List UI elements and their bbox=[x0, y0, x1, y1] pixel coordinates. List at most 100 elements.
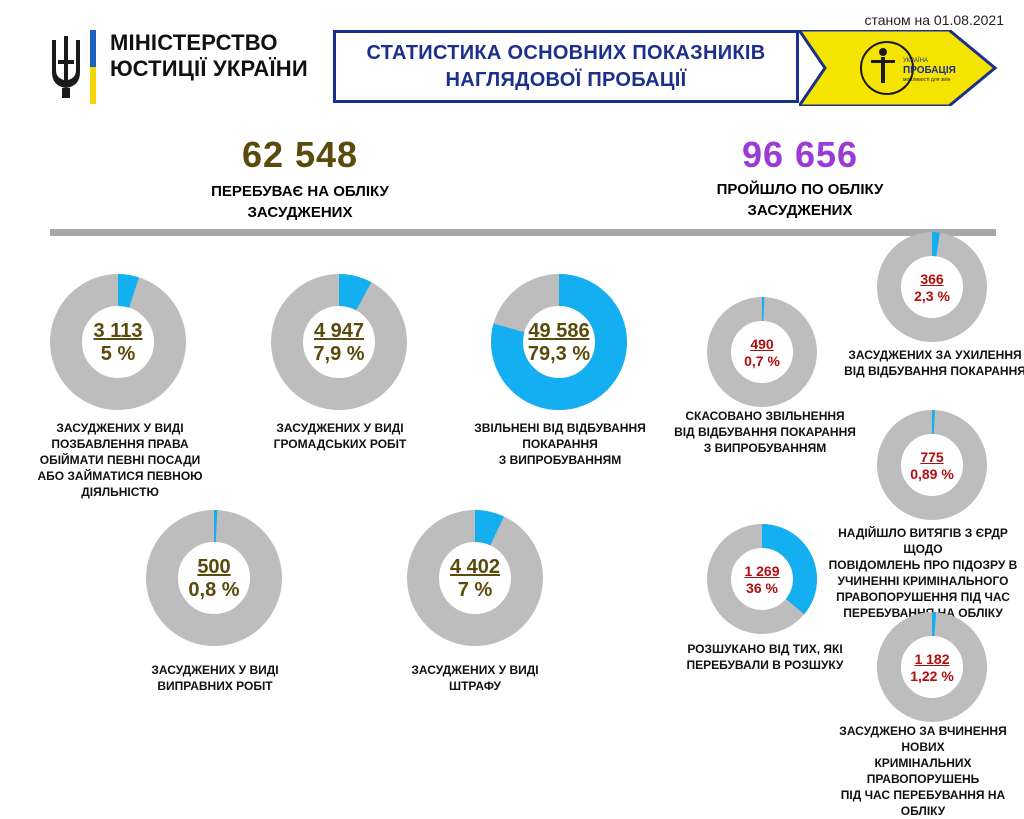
donut-value: 1 269 bbox=[744, 563, 780, 579]
caption-line: ПОВІДОМЛЕНЬ ПРО ПІДОЗРУ В bbox=[828, 558, 1018, 572]
donut-percent: 7 % bbox=[457, 579, 493, 601]
donut-percent: 7,9 % bbox=[313, 343, 365, 365]
donut-chart-8: 775 0,89 % bbox=[876, 409, 988, 521]
caption-line: ШТРАФУ bbox=[449, 679, 501, 693]
caption-line: ЗАСУДЖЕНИХ У ВИДІ bbox=[56, 421, 184, 435]
donut-chart-1: 3 113 5 % bbox=[49, 273, 187, 411]
donut-value: 4 947 bbox=[313, 320, 365, 342]
donut-segment bbox=[271, 274, 407, 410]
caption-line: ЗВІЛЬНЕНІ ВІД ВІДБУВАННЯ bbox=[474, 421, 646, 435]
donut-caption: ЗАСУДЖЕНО ЗА ВЧИНЕННЯ НОВИХ КРИМІНАЛЬНИХ … bbox=[822, 723, 1024, 819]
donut-segment bbox=[707, 524, 817, 634]
donut-segment bbox=[877, 232, 987, 342]
ministry-line-2: ЮСТИЦІЇ УКРАЇНИ bbox=[110, 56, 308, 81]
donut-chart-4: 500 0,8 % bbox=[145, 509, 283, 647]
donut-caption: ЗАСУДЖЕНИХ У ВИДІ ПОЗБАВЛЕННЯ ПРАВА ОБІЙМА… bbox=[20, 420, 220, 500]
caption-line: ВИПРАВНИХ РОБІТ bbox=[157, 679, 273, 693]
donut-percent: 36 % bbox=[746, 580, 778, 596]
donut-chart-10: 1 182 1,22 % bbox=[876, 611, 988, 723]
donut-caption: ЗАСУДЖЕНИХ ЗА УХИЛЕННЯ ВІД ВІДБУВАННЯ ПОК… bbox=[840, 347, 1024, 379]
caption-line: ЗАСУДЖЕНО ЗА ВЧИНЕННЯ НОВИХ bbox=[839, 724, 1007, 754]
caption-line: ЗАСУДЖЕНИХ У ВИДІ bbox=[151, 663, 279, 677]
caption-line: ПОКАРАННЯ bbox=[522, 437, 598, 451]
caption-line: ПЕРЕБУВАЛИ В РОЗШУКУ bbox=[686, 658, 844, 672]
donut-chart-3: 49 586 79,3 % bbox=[490, 273, 628, 411]
registered-label: ПЕРЕБУВАЄ НА ОБЛІКУ ЗАСУДЖЕНИХ bbox=[180, 181, 420, 223]
donut-percent: 0,8 % bbox=[188, 579, 240, 601]
donut-segment bbox=[50, 274, 186, 410]
caption-line: ПРАВОПОРУШЕННЯ ПІД ЧАС bbox=[836, 590, 1010, 604]
donut-track bbox=[707, 297, 817, 407]
caption-line: СКАСОВАНО ЗВІЛЬНЕННЯ bbox=[685, 409, 845, 423]
passed-label-2: ЗАСУДЖЕНИХ bbox=[747, 202, 853, 219]
donut-segment bbox=[877, 612, 987, 722]
registered-label-2: ЗАСУДЖЕНИХ bbox=[247, 204, 353, 221]
donut-segment bbox=[707, 297, 817, 407]
caption-line: ЗАСУДЖЕНИХ ЗА УХИЛЕННЯ bbox=[848, 348, 1022, 362]
caption-line: ПІД ЧАС ПЕРЕБУВАННЯ НА ОБЛІКУ bbox=[840, 788, 1006, 818]
caption-line: НАДІЙШЛО ВИТЯГІВ З ЄРДР ЩОДО bbox=[838, 526, 1008, 556]
donut-caption: РОЗШУКАНО ВІД ТИХ, ЯКІ ПЕРЕБУВАЛИ В РОЗШУ… bbox=[670, 641, 860, 673]
caption-line: КРИМІНАЛЬНИХ ПРАВОПОРУШЕНЬ bbox=[866, 756, 980, 786]
passed-total: 96 656 bbox=[741, 134, 859, 175]
donut-chart-7: 366 2,3 % bbox=[876, 231, 988, 343]
passed-label-1: ПРОЙШЛО ПО ОБЛІКУ bbox=[716, 181, 884, 198]
donut-percent: 2,3 % bbox=[914, 288, 950, 304]
donut-percent: 0,89 % bbox=[910, 466, 954, 482]
donut-chart-9: 1 269 36 % bbox=[706, 523, 818, 635]
donut-caption: НАДІЙШЛО ВИТЯГІВ З ЄРДР ЩОДО ПОВІДОМЛЕНЬ … bbox=[822, 525, 1024, 621]
donut-percent: 0,7 % bbox=[744, 353, 780, 369]
registered-label-1: ПЕРЕБУВАЄ НА ОБЛІКУ bbox=[211, 183, 389, 200]
caption-line: ЗАСУДЖЕНИХ У ВИДІ bbox=[411, 663, 539, 677]
title-line-1: СТАТИСТИКА ОСНОВНИХ ПОКАЗНИКІВ bbox=[366, 41, 766, 64]
donut-segment bbox=[491, 274, 627, 410]
donut-value: 3 113 bbox=[93, 320, 143, 342]
caption-line: ВІД ВІДБУВАННЯ ПОКАРАННЯ bbox=[844, 364, 1024, 378]
caption-line: З ВИПРОБУВАННЯМ bbox=[703, 441, 827, 455]
donut-caption: ЗАСУДЖЕНИХ У ВИДІ ШТРАФУ bbox=[380, 662, 570, 694]
caption-line: ПОЗБАВЛЕННЯ ПРАВА bbox=[51, 437, 189, 451]
donut-segment bbox=[407, 510, 543, 646]
donut-segment bbox=[146, 510, 282, 646]
caption-line: РОЗШУКАНО ВІД ТИХ, ЯКІ bbox=[687, 642, 843, 656]
person-icon bbox=[871, 48, 895, 83]
donut-track bbox=[877, 232, 987, 342]
logo-text-3: можливості для змін bbox=[903, 77, 951, 83]
donut-caption: ЗВІЛЬНЕНІ ВІД ВІДБУВАННЯ ПОКАРАННЯ З ВИПРО… bbox=[460, 420, 660, 468]
donut-value: 4 402 bbox=[449, 556, 501, 578]
donut-value: 500 bbox=[197, 556, 231, 578]
donut-caption: ЗАСУДЖЕНИХ У ВИДІ ВИПРАВНИХ РОБІТ bbox=[110, 662, 320, 694]
donut-track bbox=[877, 410, 987, 520]
caption-line: ОБІЙМАТИ ПЕВНІ ПОСАДИ bbox=[39, 453, 201, 467]
probation-logo-arrow: УКРАЇНА ПРОБАЦІЯ можливості для змін bbox=[796, 28, 999, 111]
caption-line: ВІД ВІДБУВАННЯ ПОКАРАННЯ bbox=[674, 425, 856, 439]
section-divider bbox=[50, 229, 996, 236]
donut-segment bbox=[877, 410, 987, 520]
page-title: СТАТИСТИКА ОСНОВНИХ ПОКАЗНИКІВ НАГЛЯДОВО… bbox=[333, 30, 799, 103]
caption-line: З ВИПРОБУВАННЯМ bbox=[498, 453, 622, 467]
report-date: станом на 01.08.2021 bbox=[864, 12, 1004, 28]
donut-chart-2: 4 947 7,9 % bbox=[270, 273, 408, 411]
donut-caption: СКАСОВАНО ЗВІЛЬНЕННЯ ВІД ВІДБУВАННЯ ПОКАР… bbox=[670, 408, 860, 456]
passed-label: ПРОЙШЛО ПО ОБЛІКУ ЗАСУДЖЕНИХ bbox=[680, 179, 920, 221]
donut-value: 775 bbox=[920, 449, 944, 465]
donut-track bbox=[877, 612, 987, 722]
donut-value: 1 182 bbox=[914, 651, 950, 667]
caption-line: ЗАСУДЖЕНИХ У ВИДІ bbox=[276, 421, 404, 435]
donut-chart-6: 490 0,7 % bbox=[706, 296, 818, 408]
donut-value: 490 bbox=[750, 336, 774, 352]
donut-value: 49 586 bbox=[528, 320, 590, 342]
donut-percent: 79,3 % bbox=[527, 343, 591, 365]
logo-text-1: УКРАЇНА bbox=[903, 57, 928, 64]
ministry-line-1: МІНІСТЕРСТВО bbox=[110, 30, 278, 55]
trident-emblem-icon bbox=[46, 30, 102, 109]
registered-total: 62 548 bbox=[241, 134, 359, 175]
donut-percent: 1,22 % bbox=[910, 668, 954, 684]
donut-caption: ЗАСУДЖЕНИХ У ВИДІ ГРОМАДСЬКИХ РОБІТ bbox=[250, 420, 430, 452]
logo-text-2: ПРОБАЦІЯ bbox=[903, 65, 956, 76]
donut-chart-5: 4 402 7 % bbox=[406, 509, 544, 647]
title-line-2: НАГЛЯДОВОЇ ПРОБАЦІЇ bbox=[445, 68, 687, 91]
caption-line: ГРОМАДСЬКИХ РОБІТ bbox=[273, 437, 407, 451]
donut-value: 366 bbox=[920, 271, 944, 287]
caption-line: АБО ЗАЙМАТИСЯ ПЕВНОЮ bbox=[37, 469, 203, 483]
